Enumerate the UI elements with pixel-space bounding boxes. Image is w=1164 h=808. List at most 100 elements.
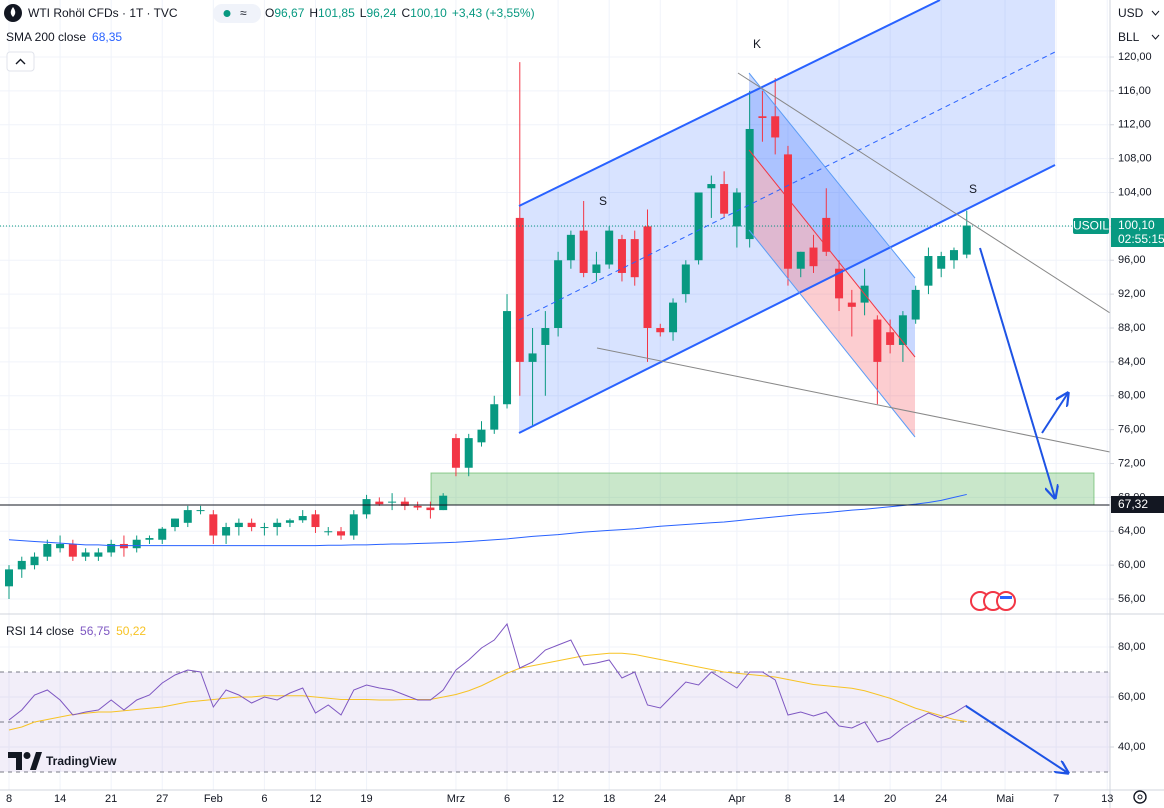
unit[interactable]: BLL bbox=[1118, 30, 1140, 44]
candle-body bbox=[669, 302, 678, 333]
x-tick-label: 7 bbox=[1053, 793, 1059, 805]
arrow bbox=[965, 705, 1068, 773]
candle-body bbox=[362, 499, 371, 515]
x-tick-label: 20 bbox=[884, 793, 896, 805]
candle-body bbox=[503, 311, 512, 405]
legend-change: +3,43 (+3,55%) bbox=[452, 6, 535, 20]
candle-body bbox=[298, 516, 307, 521]
grid bbox=[0, 0, 1110, 790]
candle-body bbox=[528, 353, 537, 362]
symbol-title[interactable]: WTI Rohöl CFDs · 1T · TVC bbox=[28, 6, 178, 20]
down-channel-upper bbox=[749, 73, 915, 357]
x-tick-label: 8 bbox=[6, 793, 12, 805]
y-tick-label: 60,00 bbox=[1118, 559, 1146, 571]
last-price: 100,10 bbox=[1118, 218, 1155, 232]
status-pill[interactable] bbox=[213, 4, 261, 23]
y-tick-label: 120,00 bbox=[1118, 51, 1152, 63]
candle-body bbox=[107, 543, 116, 553]
x-tick-label: 13 bbox=[1101, 793, 1113, 805]
unit-button[interactable] bbox=[1111, 26, 1164, 48]
arrow bbox=[979, 247, 1055, 498]
candle-body bbox=[285, 520, 294, 523]
candle-body bbox=[196, 510, 205, 512]
candle-body bbox=[554, 260, 563, 329]
candle-body bbox=[56, 543, 65, 549]
down-mid bbox=[748, 149, 916, 358]
indicator-value: 56,75 bbox=[80, 624, 110, 638]
candle-body bbox=[234, 522, 243, 528]
annotation: S bbox=[969, 182, 977, 196]
settings-icon[interactable] bbox=[1133, 790, 1147, 804]
candle-body bbox=[745, 128, 754, 240]
candle-body bbox=[873, 319, 882, 362]
legend-key: H bbox=[309, 6, 318, 20]
x-tick-label: 14 bbox=[833, 793, 845, 805]
indicator-value: 68,35 bbox=[92, 30, 122, 44]
candle-body bbox=[388, 501, 397, 503]
symbol-tag-text: USOIL bbox=[1073, 219, 1109, 233]
collapse-icon bbox=[15, 58, 26, 65]
x-tick-label: 6 bbox=[261, 793, 267, 805]
x-tick-label: 27 bbox=[156, 793, 168, 805]
candle-body bbox=[617, 239, 626, 273]
x-tick-label: 18 bbox=[603, 793, 615, 805]
events-icon bbox=[970, 591, 1016, 611]
candle-body bbox=[681, 264, 690, 295]
indicator-value: 50,22 bbox=[116, 624, 146, 638]
candle-body bbox=[260, 527, 269, 529]
candle-body bbox=[886, 332, 895, 345]
rsi-pane bbox=[0, 622, 1110, 773]
down-edge bbox=[748, 229, 916, 438]
x-tick-label: 14 bbox=[54, 793, 66, 805]
candle-body bbox=[579, 230, 588, 273]
candle-body bbox=[949, 250, 958, 261]
candle-body bbox=[349, 514, 358, 536]
candle-body bbox=[171, 518, 180, 528]
price-pane bbox=[5, 62, 971, 600]
candle-body bbox=[796, 251, 805, 269]
candle-body bbox=[81, 552, 90, 557]
y-tick-label: 56,00 bbox=[1118, 593, 1146, 605]
y-tick-label: 104,00 bbox=[1118, 186, 1152, 198]
y-tick-label: 64,00 bbox=[1118, 525, 1146, 537]
indicator-name: RSI 14 close bbox=[6, 624, 74, 638]
line-tag bbox=[1111, 496, 1164, 513]
rsi-legend: RSI 14 close 56,75 50,22 bbox=[6, 624, 146, 638]
indicator-line bbox=[8, 652, 967, 731]
countdown: 02:55:15 bbox=[1118, 232, 1164, 246]
candle-body bbox=[937, 256, 946, 269]
annotation: K bbox=[753, 37, 761, 51]
candle-body bbox=[439, 495, 448, 511]
y-tick-label: 96,00 bbox=[1118, 254, 1146, 266]
trend-line bbox=[737, 72, 1110, 314]
candle-body bbox=[132, 539, 141, 549]
x-tick-label: 24 bbox=[654, 793, 666, 805]
collapse-button[interactable] bbox=[6, 51, 35, 72]
y-tick-label: 88,00 bbox=[1118, 322, 1146, 334]
x-tick-label: 21 bbox=[105, 793, 117, 805]
candle-body bbox=[771, 116, 780, 138]
currency[interactable]: USD bbox=[1118, 6, 1144, 20]
legend-value: 100,10 bbox=[410, 6, 447, 20]
y-tick-label: 92,00 bbox=[1118, 288, 1146, 300]
candle-body bbox=[566, 234, 575, 261]
dropdown-icon bbox=[1151, 34, 1160, 40]
candle-body bbox=[5, 569, 13, 587]
sma-legend: SMA 200 close 68,35 bbox=[6, 30, 122, 44]
x-tick-label: Mai bbox=[996, 793, 1014, 805]
currency-button[interactable] bbox=[1111, 2, 1164, 24]
candle-body bbox=[847, 302, 856, 307]
candle-body bbox=[898, 315, 907, 345]
symbol-icon bbox=[10, 7, 16, 17]
candle-body bbox=[962, 225, 971, 255]
dropdown-icon bbox=[1151, 10, 1160, 16]
annotation: S bbox=[599, 194, 607, 208]
candle-body bbox=[94, 552, 103, 557]
y-tick-label: 84,00 bbox=[1118, 356, 1146, 368]
candle-body bbox=[337, 531, 346, 536]
y-tick-label: 76,00 bbox=[1118, 424, 1146, 436]
candle-body bbox=[656, 328, 665, 333]
status-icon: ≈ bbox=[240, 6, 247, 20]
y-tick-label: 116,00 bbox=[1118, 85, 1151, 97]
channel-mid bbox=[518, 51, 1056, 321]
